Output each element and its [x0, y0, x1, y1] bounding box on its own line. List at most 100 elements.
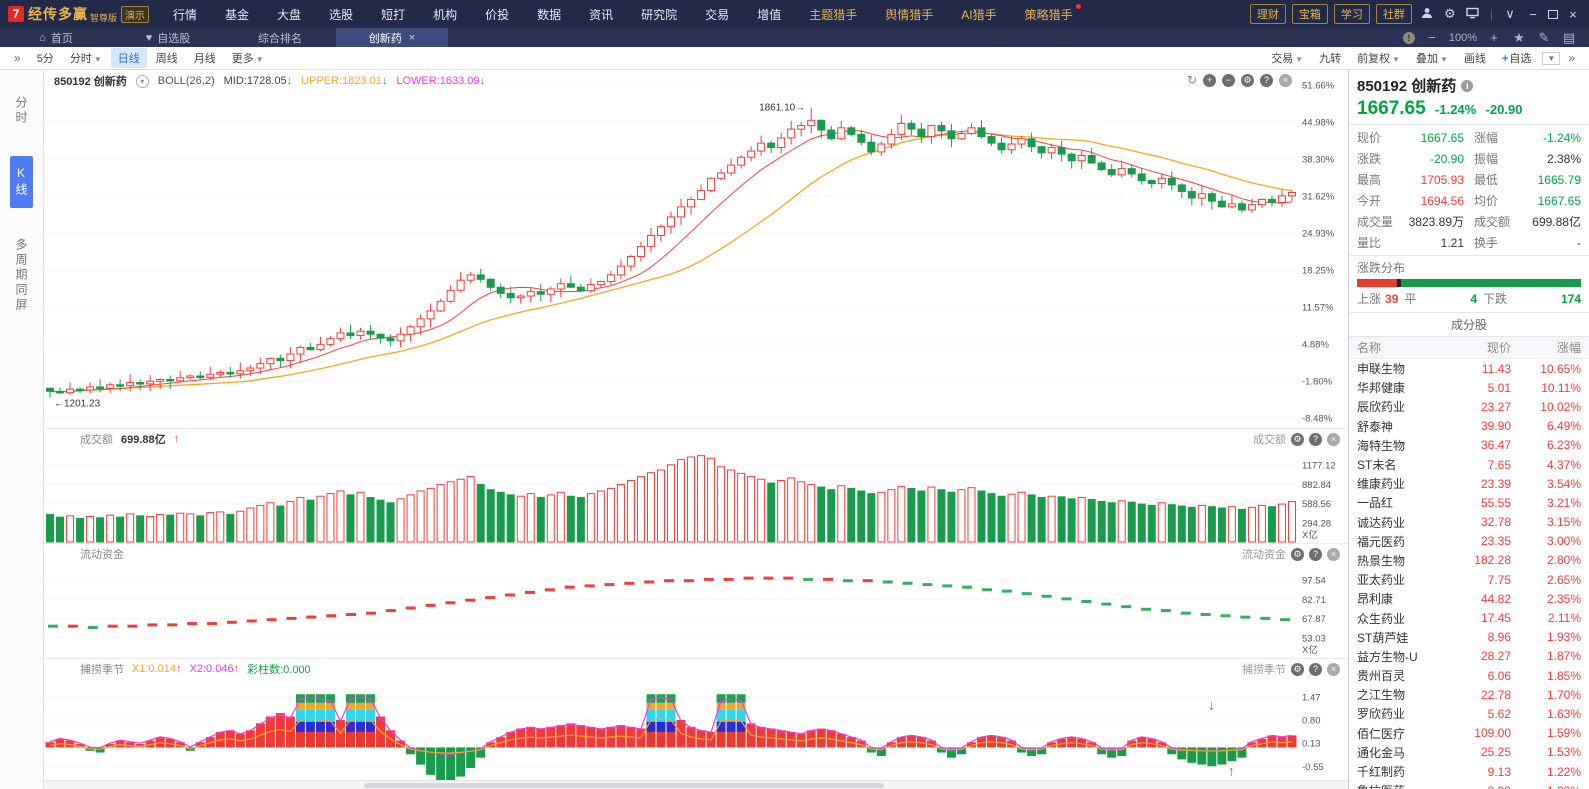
tool-button[interactable]: 九转 [1319, 53, 1342, 65]
vip-button[interactable]: 理财 [1249, 4, 1286, 24]
stock-row[interactable]: 华邦健康 5.01 10.11% [1349, 378, 1589, 397]
tool-button[interactable]: 前复权 ▼ [1357, 53, 1401, 65]
menu-item[interactable]: 选股 [329, 7, 354, 22]
volume-help-icon[interactable]: ? [1309, 432, 1322, 446]
zoom-in-circle-icon[interactable]: + [1203, 73, 1216, 87]
favorite-star-icon[interactable]: ★ [1513, 29, 1525, 45]
tab-active[interactable]: 创新药 × [336, 28, 448, 47]
period-button[interactable]: 5分 [36, 53, 54, 65]
indicator-name[interactable]: BOLL(26,2) [157, 75, 215, 87]
tab-item[interactable]: ⌂ 首页 [0, 28, 112, 47]
stock-row[interactable]: 亚太药业 7.75 2.65% [1349, 570, 1589, 589]
panel-settings-gear-icon[interactable]: ⚙ [1241, 73, 1254, 87]
chevron-down-icon[interactable]: ∨ [1505, 6, 1515, 21]
stock-row[interactable]: 申联生物 11.43 10.65% [1349, 359, 1589, 378]
stock-row[interactable]: 贵州百灵 6.06 1.85% [1349, 666, 1589, 685]
hunter-menu-item[interactable]: 策略猎手 [1011, 3, 1087, 23]
menu-item[interactable]: 数据 [537, 7, 562, 22]
notice-info-icon[interactable]: ! [1402, 31, 1415, 44]
period-button[interactable]: 日线 [110, 48, 147, 68]
volume-settings-gear-icon[interactable]: ⚙ [1291, 432, 1304, 446]
settings-gear-icon[interactable]: ⚙ [1444, 6, 1456, 21]
zoom-out-button[interactable]: − [1428, 30, 1436, 45]
season-help-icon[interactable]: ? [1309, 662, 1322, 676]
menu-item[interactable]: 资讯 [589, 7, 614, 22]
column-header[interactable]: 现价 [1486, 341, 1511, 355]
scrollbar-thumb[interactable] [364, 783, 884, 788]
monitor-icon[interactable] [1465, 7, 1481, 22]
menu-item[interactable]: 机构 [433, 7, 458, 22]
stock-row[interactable]: 昂利康 44.82 2.35% [1349, 589, 1589, 608]
funds-settings-gear-icon[interactable]: ⚙ [1291, 547, 1304, 561]
horizontal-scrollbar[interactable] [44, 780, 1348, 789]
tool-button[interactable]: 叠加 ▼ [1416, 53, 1448, 65]
stock-row[interactable]: 海特生物 36.47 6.23% [1349, 436, 1589, 455]
kline-panel-canvas[interactable]: 51.66% 44.98% 38.30% 31.62% 24.93% 18.25% 11.5… [44, 70, 1348, 428]
stock-row[interactable]: 鲁抗医药9.991.22% [1349, 781, 1589, 789]
sidebar-item[interactable]: 多周期同屏 [14, 238, 28, 313]
season-panel[interactable]: 捕捞季节 X1:0.014↑ X2:0.046↑ 彩柱数:0.000 捕捞季节 … [44, 658, 1348, 780]
sidebar-item[interactable]: K线 [10, 156, 33, 208]
menu-item[interactable]: 大盘 [277, 7, 302, 22]
tool-button[interactable]: 画线 [1463, 53, 1486, 65]
stock-row[interactable]: 众生药业 17.45 2.11% [1349, 608, 1589, 627]
menu-item[interactable]: 研究院 [641, 7, 678, 22]
panel-close-icon[interactable]: × [1279, 73, 1292, 87]
kline-panel[interactable]: 850192 创新药 ▾ BOLL(26,2) MID:1728.05↓ UPP… [44, 70, 1348, 428]
column-header[interactable]: 名称 [1357, 341, 1382, 355]
tool-button[interactable]: +自选 [1501, 53, 1532, 65]
tab-item[interactable]: 综合排名 [224, 28, 336, 47]
volume-close-icon[interactable]: × [1327, 432, 1340, 446]
zoom-in-button[interactable]: + [1490, 30, 1498, 45]
sidebar-item[interactable]: 分时 [14, 96, 28, 126]
stock-row[interactable]: 罗欣药业 5.62 1.63% [1349, 704, 1589, 723]
menu-item[interactable]: 交易 [705, 7, 730, 22]
minimize-button[interactable]: − [1529, 6, 1537, 22]
stock-row[interactable]: 诚达药业 32.78 3.15% [1349, 513, 1589, 532]
stock-row[interactable]: 维康药业 23.39 3.54% [1349, 474, 1589, 493]
funds-close-icon[interactable]: × [1327, 547, 1340, 561]
restore-button[interactable] [1548, 9, 1558, 19]
stock-row[interactable]: 益方生物-U 28.27 1.87% [1349, 647, 1589, 666]
refresh-icon[interactable]: ↻ [1186, 73, 1197, 87]
stock-row[interactable]: 佰仁医疗 109.00 1.59% [1349, 724, 1589, 743]
constituents-column-headers[interactable]: 名称 现价 涨幅 [1349, 337, 1589, 359]
season-panel-canvas[interactable]: 1.47 0.80 0.13 -0.55 ↓ ↑ [44, 659, 1348, 781]
stock-row[interactable]: 通化金马 25.25 1.53% [1349, 743, 1589, 762]
period-button[interactable]: 周线 [155, 53, 178, 65]
tab-item[interactable]: ♥ 自选股 [112, 28, 224, 47]
vip-button[interactable]: 社群 [1375, 4, 1412, 24]
watchlist-caret-button[interactable]: ▼ [1542, 51, 1561, 65]
zoom-out-circle-icon[interactable]: − [1222, 73, 1235, 87]
stock-row[interactable]: ST葫芦娃 8.96 1.93% [1349, 628, 1589, 647]
panel-help-icon[interactable]: ? [1260, 73, 1273, 87]
season-close-icon[interactable]: × [1327, 662, 1340, 676]
stock-row[interactable]: 千红制药 9.13 1.22% [1349, 762, 1589, 781]
column-header[interactable]: 涨幅 [1556, 341, 1581, 355]
season-settings-gear-icon[interactable]: ⚙ [1291, 662, 1304, 676]
volume-panel[interactable]: 成交额 699.88亿 ↑ 成交额 ⚙ ? × 1177.12 882.84 588… [44, 428, 1348, 543]
stock-row[interactable]: 辰欣药业 23.27 10.02% [1349, 397, 1589, 416]
vip-button[interactable]: 学习 [1333, 4, 1370, 24]
stock-row[interactable]: 热景生物 182.28 2.80% [1349, 551, 1589, 570]
funds-help-icon[interactable]: ? [1309, 547, 1322, 561]
menu-item[interactable]: 增值 [757, 7, 782, 22]
hunter-menu-item[interactable]: 舆情猎手 [885, 7, 934, 22]
stock-row[interactable]: 福元医药 23.35 3.00% [1349, 532, 1589, 551]
indicator-dropdown-icon[interactable]: ▾ [135, 74, 149, 88]
menu-item[interactable]: 基金 [225, 7, 250, 22]
edit-pencil-icon[interactable]: ✎ [1538, 29, 1550, 45]
quote-info-icon[interactable]: i [1461, 79, 1474, 92]
funds-panel[interactable]: 流动资金 流动资金 ⚙ ? × 97.54 82.71 67.87 53.03 X亿 [44, 543, 1348, 658]
hunter-menu-item[interactable]: AI猎手 [961, 7, 997, 22]
menu-item[interactable]: 短打 [381, 7, 406, 22]
period-button[interactable]: 月线 [193, 53, 216, 65]
layout-panels-icon[interactable]: ▤ [1562, 29, 1576, 45]
stock-row[interactable]: 之江生物 22.78 1.70% [1349, 685, 1589, 704]
stock-row[interactable]: ST未名 7.65 4.37% [1349, 455, 1589, 474]
tab-close-icon[interactable]: × [408, 31, 416, 44]
menu-item[interactable]: 价投 [485, 7, 510, 22]
period-button[interactable]: 更多 ▼ [231, 53, 264, 65]
